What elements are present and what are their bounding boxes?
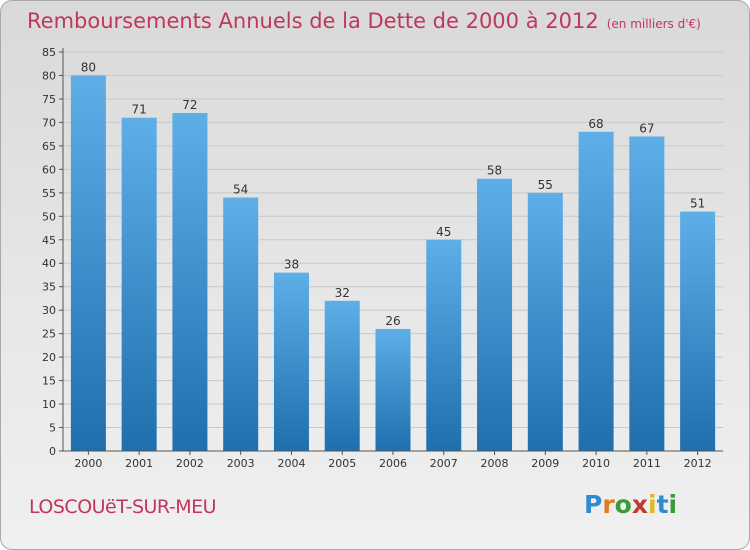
y-tick-label: 50 <box>42 210 56 223</box>
y-tick-label: 40 <box>42 257 56 270</box>
x-tick-label: 2007 <box>430 457 458 470</box>
bar <box>121 117 157 451</box>
bar-value-label: 26 <box>385 314 400 328</box>
y-tick-label: 10 <box>42 398 56 411</box>
y-tick-label: 25 <box>42 328 56 341</box>
x-tick-label: 2009 <box>531 457 559 470</box>
bar-value-label: 45 <box>436 225 451 239</box>
y-tick-label: 55 <box>42 187 56 200</box>
logo-letter: o <box>614 490 632 519</box>
bar <box>680 211 716 451</box>
y-tick-label: 70 <box>42 116 56 129</box>
bar-value-label: 55 <box>538 178 553 192</box>
bar <box>375 328 411 451</box>
x-tick-label: 2001 <box>125 457 153 470</box>
logo-letter: i <box>648 490 657 519</box>
x-tick-label: 2012 <box>684 457 712 470</box>
bar-value-label: 67 <box>639 121 654 135</box>
y-tick-label: 15 <box>42 375 56 388</box>
chart-title-main: Remboursements Annuels de la Dette de 20… <box>27 9 599 33</box>
bar <box>324 300 360 451</box>
bar-value-label: 54 <box>233 183 248 197</box>
x-tick-label: 2011 <box>633 457 661 470</box>
bar <box>578 131 614 452</box>
x-tick-label: 2008 <box>481 457 509 470</box>
axes: 0 5 10 15 20 25 30 35 40 45 50 55 60 65 70 75 80 85 2000 20… <box>42 46 723 470</box>
y-tick-label: 60 <box>42 163 56 176</box>
bar-value-label: 80 <box>81 60 96 74</box>
place-name: LOSCOUëT-SUR-MEU <box>29 496 217 518</box>
bar-value-label: 71 <box>132 103 147 117</box>
bar-value-label: 58 <box>487 164 502 178</box>
logo-letter: x <box>631 490 648 519</box>
x-tick-label: 2000 <box>74 457 102 470</box>
x-tick-label: 2010 <box>582 457 610 470</box>
bar <box>223 197 259 451</box>
bar-value-label: 51 <box>690 197 705 211</box>
y-tick-label: 20 <box>42 351 56 364</box>
bar-value-label: 72 <box>182 98 197 112</box>
y-tick-label: 30 <box>42 304 56 317</box>
x-tick-label: 2004 <box>277 457 305 470</box>
y-tick-label: 45 <box>42 234 56 247</box>
x-tick-label: 2006 <box>379 457 407 470</box>
bar <box>172 113 208 451</box>
bar-value-label: 68 <box>588 117 603 131</box>
y-tick-label: 5 <box>49 422 56 435</box>
bar <box>629 136 665 451</box>
x-tick-label: 2003 <box>227 457 255 470</box>
x-tick-label: 2005 <box>328 457 356 470</box>
y-tick-label: 65 <box>42 140 56 153</box>
chart-unit-label: (en milliers d'€) <box>606 17 701 31</box>
y-tick-label: 0 <box>49 445 56 458</box>
bar <box>273 272 309 451</box>
bar <box>477 178 513 451</box>
bar-value-label: 38 <box>284 258 299 272</box>
y-tick-label: 80 <box>42 69 56 82</box>
logo-letter: r <box>602 490 615 519</box>
proxiti-logo: Proxiti <box>584 490 677 519</box>
x-tick-label: 2002 <box>176 457 204 470</box>
y-tick-label: 75 <box>42 93 56 106</box>
logo-letter: P <box>584 490 603 519</box>
bar <box>426 239 462 451</box>
bar-value-label: 32 <box>335 286 350 300</box>
bar <box>70 75 106 452</box>
y-tick-label: 35 <box>42 281 56 294</box>
logo-letter: t <box>656 490 669 519</box>
chart-title: Remboursements Annuels de la Dette de 20… <box>27 9 701 33</box>
logo-letter: i <box>668 490 678 519</box>
bars: 80 71 72 54 38 32 26 45 58 55 68 67 51 <box>70 60 716 452</box>
y-tick-label: 85 <box>42 46 56 59</box>
bar <box>527 192 563 451</box>
